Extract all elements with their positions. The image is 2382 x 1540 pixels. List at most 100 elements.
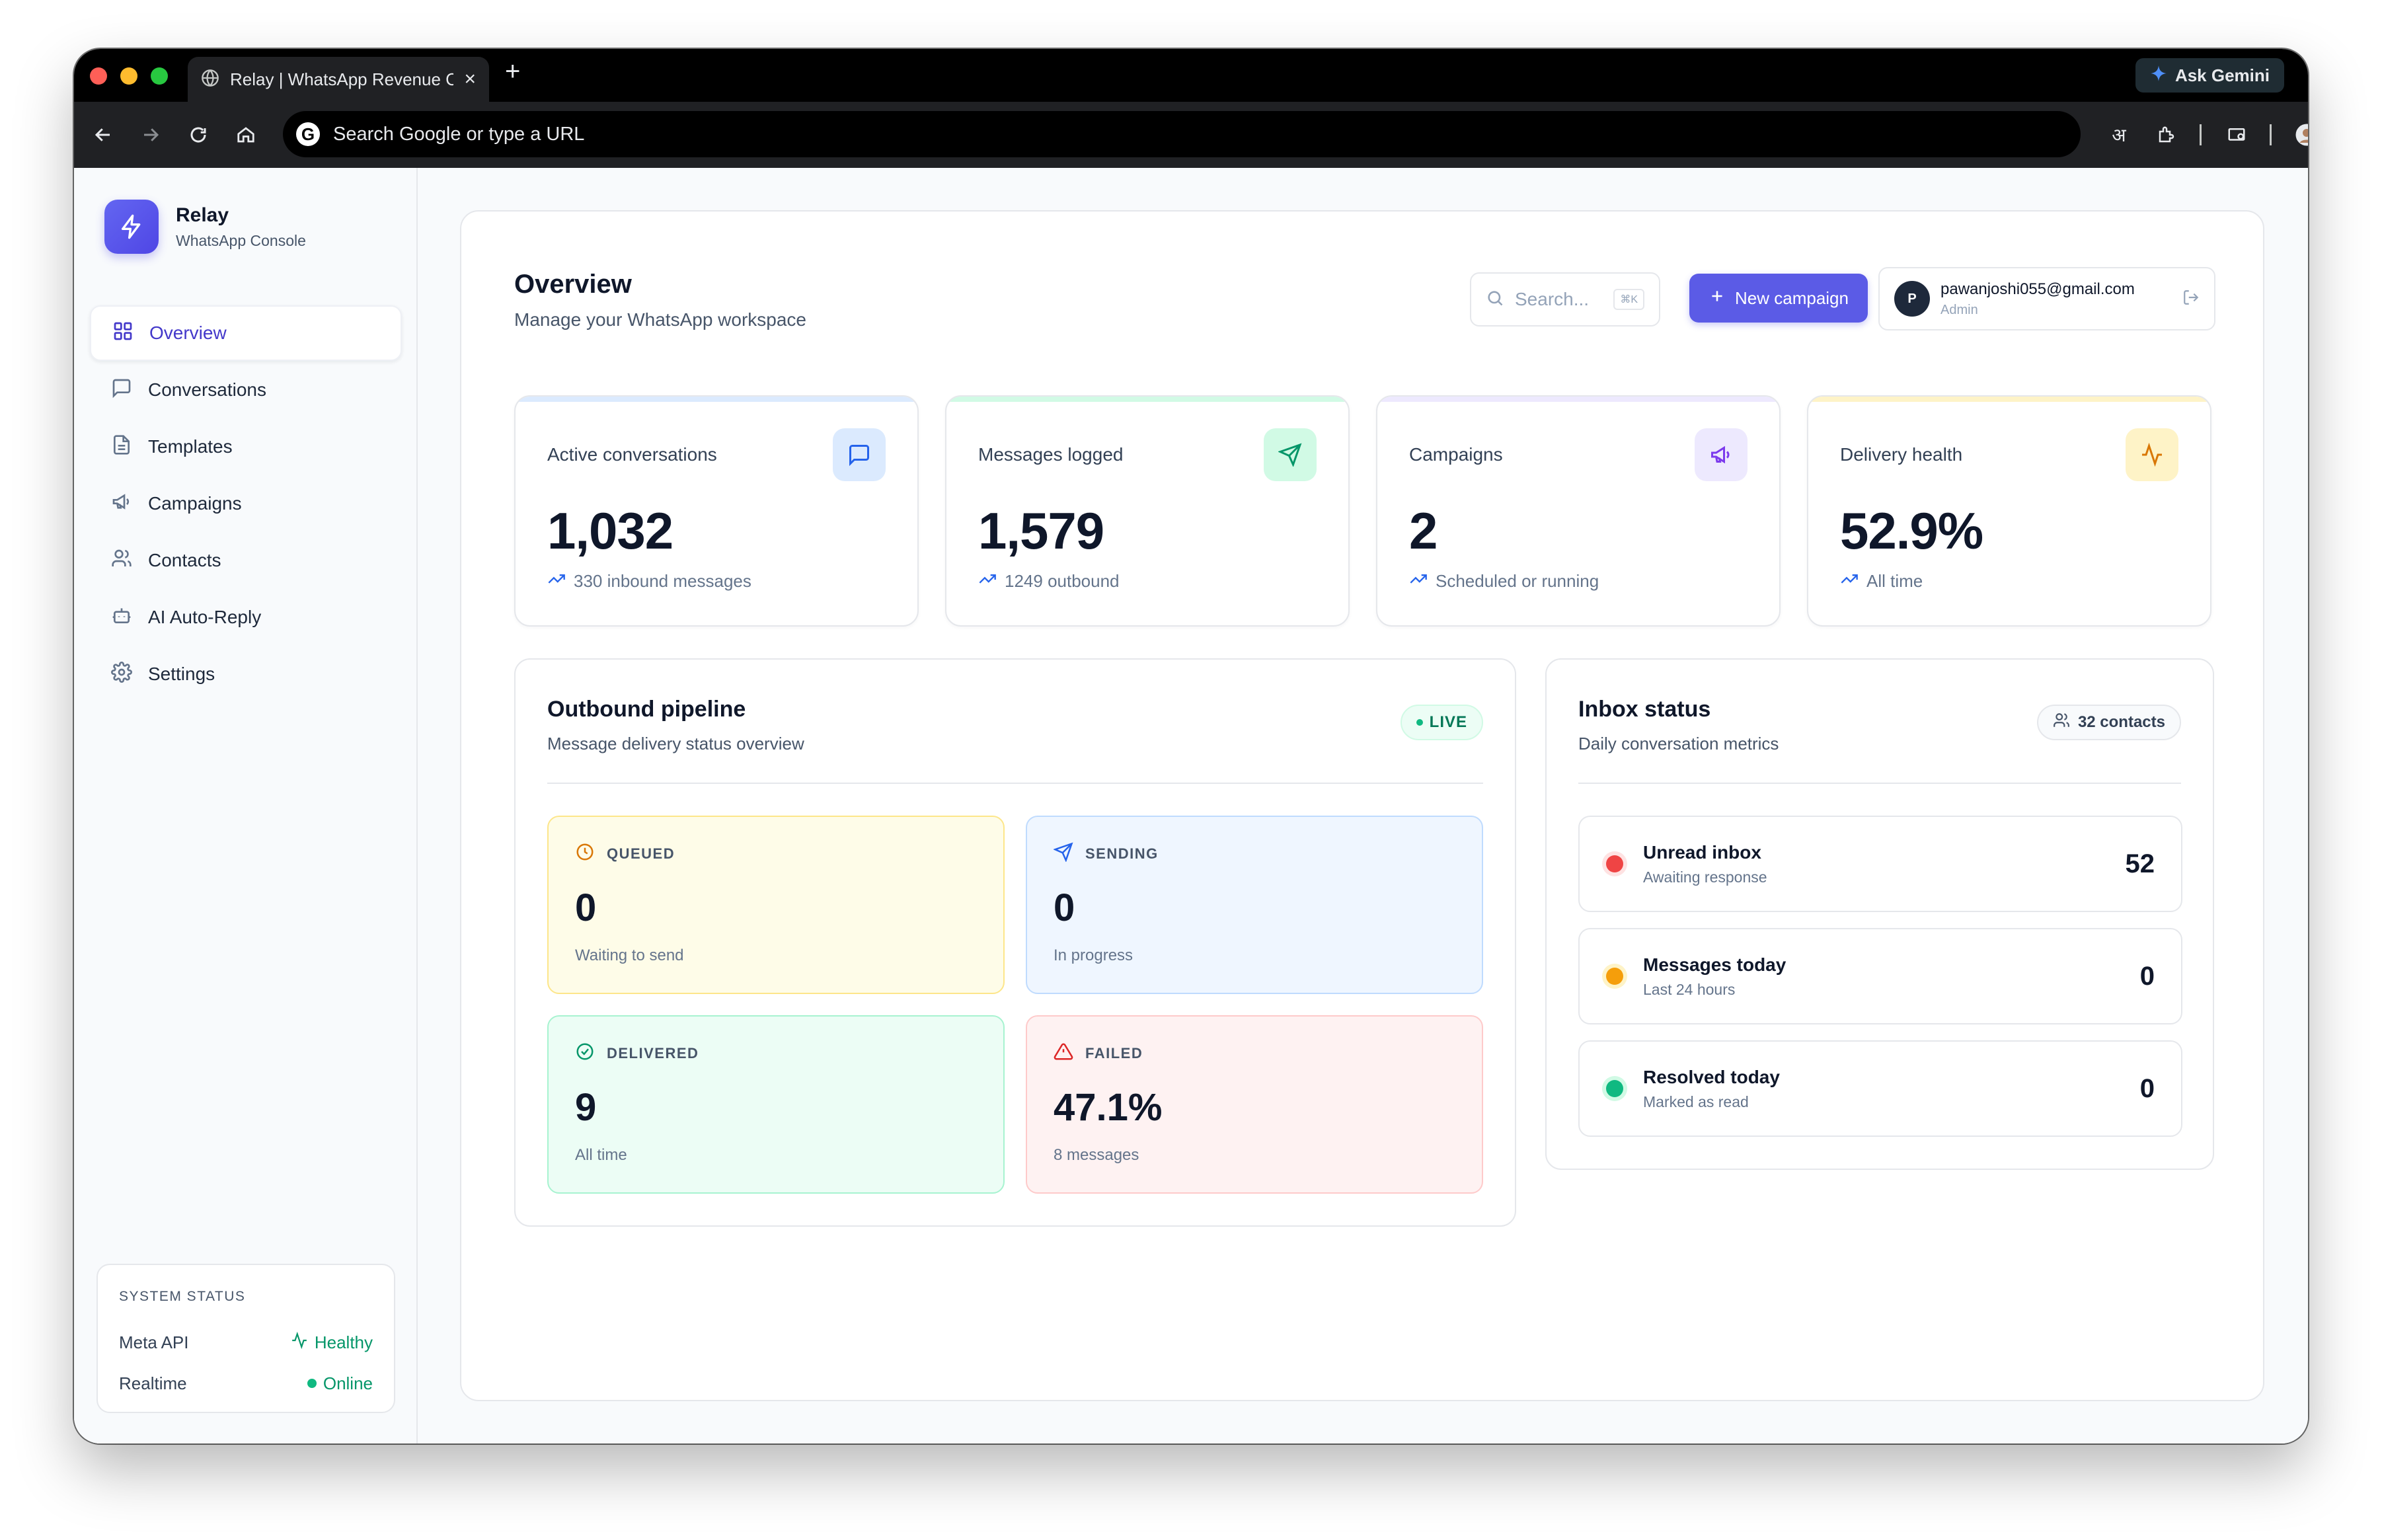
forward-button[interactable] bbox=[137, 122, 164, 148]
inbox-status-panel: Inbox status Daily conversation metrics … bbox=[1545, 658, 2214, 1170]
status-value: Online bbox=[307, 1373, 373, 1394]
file-text-icon bbox=[111, 434, 132, 460]
ask-gemini-button[interactable]: Ask Gemini bbox=[2135, 58, 2284, 93]
address-bar[interactable]: G Search Google or type a URL bbox=[283, 111, 2081, 157]
pipeline-tile-failed: FAILED 47.1% 8 messages bbox=[1026, 1015, 1483, 1194]
system-status-title: SYSTEM STATUS bbox=[119, 1289, 246, 1304]
page-title: Overview bbox=[514, 270, 632, 299]
brand[interactable]: Relay WhatsApp Console bbox=[104, 200, 306, 254]
cast-icon[interactable] bbox=[2223, 122, 2250, 148]
tile-subtext: 8 messages bbox=[1054, 1146, 1139, 1164]
home-button[interactable] bbox=[233, 122, 259, 148]
extensions-icon[interactable] bbox=[2153, 122, 2180, 148]
megaphone-icon bbox=[111, 491, 132, 517]
inbox-row-value: 52 bbox=[2125, 849, 2155, 878]
bot-icon bbox=[111, 605, 132, 631]
profile-avatar-icon[interactable] bbox=[2293, 122, 2308, 148]
stat-subtext-label: All time bbox=[1866, 571, 1923, 591]
stat-card-delivery-health: Delivery health 52.9% All time bbox=[1807, 395, 2211, 627]
tile-header: QUEUED bbox=[575, 842, 675, 866]
sidebar-item-campaigns[interactable]: Campaigns bbox=[90, 476, 402, 531]
divider bbox=[547, 783, 1483, 784]
panel-subtitle: Daily conversation metrics bbox=[1578, 734, 1779, 753]
grid-icon bbox=[112, 321, 134, 346]
inbox-row-resolved-today[interactable]: Resolved today Marked as read 0 bbox=[1578, 1040, 2182, 1137]
tile-header: SENDING bbox=[1053, 842, 1159, 866]
sidebar-item-label: Contacts bbox=[148, 550, 221, 570]
maximize-window-button[interactable] bbox=[151, 67, 168, 85]
user-menu[interactable]: P pawanjoshi055@gmail.com Admin bbox=[1878, 267, 2215, 330]
sidebar-item-conversations[interactable]: Conversations bbox=[90, 362, 402, 418]
sidebar-item-label: AI Auto-Reply bbox=[148, 607, 262, 627]
check-circle-icon bbox=[575, 1042, 595, 1065]
megaphone-icon bbox=[1695, 428, 1748, 481]
toolbar-divider bbox=[2200, 124, 2202, 145]
sidebar: Relay WhatsApp Console Overview Conversa… bbox=[74, 168, 418, 1444]
page-subtitle: Manage your WhatsApp workspace bbox=[514, 309, 806, 330]
outbound-pipeline-panel: Outbound pipeline Message delivery statu… bbox=[514, 658, 1516, 1227]
close-window-button[interactable] bbox=[90, 67, 107, 85]
sidebar-item-settings[interactable]: Settings bbox=[90, 646, 402, 702]
sidebar-item-overview[interactable]: Overview bbox=[90, 305, 402, 361]
live-badge-label: LIVE bbox=[1429, 713, 1467, 731]
globe-icon bbox=[201, 69, 219, 91]
stat-label: Campaigns bbox=[1409, 444, 1503, 465]
tile-subtext: In progress bbox=[1054, 946, 1133, 964]
inbox-row-subtitle: Marked as read bbox=[1643, 1093, 1749, 1110]
inbox-row-unread[interactable]: Unread inbox Awaiting response 52 bbox=[1578, 816, 2182, 912]
trending-up-icon bbox=[978, 570, 997, 593]
sidebar-item-label: Campaigns bbox=[148, 493, 242, 514]
sidebar-item-label: Conversations bbox=[148, 379, 266, 400]
users-icon bbox=[111, 548, 132, 574]
tile-label: DELIVERED bbox=[607, 1045, 699, 1061]
tile-header: DELIVERED bbox=[575, 1042, 699, 1065]
stat-subtext: Scheduled or running bbox=[1409, 570, 1599, 593]
stat-subtext: 1249 outbound bbox=[978, 570, 1120, 593]
logout-icon[interactable] bbox=[2182, 289, 2200, 309]
new-campaign-button[interactable]: New campaign bbox=[1689, 274, 1868, 323]
stat-value: 1,579 bbox=[978, 502, 1104, 560]
sidebar-nav: Overview Conversations Templates Campaig… bbox=[90, 305, 402, 703]
inbox-row-value: 0 bbox=[2139, 961, 2155, 991]
new-campaign-label: New campaign bbox=[1735, 288, 1849, 308]
stat-subtext-label: 1249 outbound bbox=[1005, 571, 1120, 591]
close-tab-icon[interactable]: × bbox=[464, 68, 476, 90]
sidebar-item-label: Overview bbox=[149, 323, 227, 343]
tile-subtext: Waiting to send bbox=[575, 946, 684, 964]
stat-card-campaigns: Campaigns 2 Scheduled or running bbox=[1376, 395, 1781, 627]
tile-header: FAILED bbox=[1054, 1042, 1143, 1065]
contacts-badge[interactable]: 32 contacts bbox=[2036, 705, 2181, 740]
tile-value: 9 bbox=[575, 1086, 597, 1129]
status-key: Realtime bbox=[119, 1373, 187, 1393]
inbox-row-messages-today[interactable]: Messages today Last 24 hours 0 bbox=[1578, 928, 2182, 1024]
plus-icon bbox=[1709, 288, 1726, 309]
back-button[interactable] bbox=[90, 122, 116, 148]
sparkle-icon bbox=[2150, 65, 2167, 87]
search-icon bbox=[1486, 289, 1504, 311]
stat-subtext: 330 inbound messages bbox=[547, 570, 751, 593]
stat-label: Messages logged bbox=[978, 444, 1124, 465]
stat-card-active-conversations: Active conversations 1,032 330 inbound m… bbox=[514, 395, 919, 627]
tile-label: SENDING bbox=[1085, 845, 1159, 862]
minimize-window-button[interactable] bbox=[120, 67, 137, 85]
new-tab-button[interactable]: + bbox=[505, 57, 521, 86]
panel-subtitle: Message delivery status overview bbox=[547, 734, 804, 753]
search-input[interactable]: Search... ⌘K bbox=[1470, 272, 1660, 327]
sidebar-item-templates[interactable]: Templates bbox=[90, 419, 402, 475]
sidebar-item-contacts[interactable]: Contacts bbox=[90, 533, 402, 588]
browser-tab[interactable]: Relay | WhatsApp Revenue Co × bbox=[188, 57, 489, 102]
stat-subtext: All time bbox=[1840, 570, 1923, 593]
reload-button[interactable] bbox=[185, 122, 211, 148]
lightning-icon bbox=[104, 200, 159, 254]
browser-toolbar: G Search Google or type a URL अ bbox=[74, 102, 2308, 168]
translate-icon[interactable]: अ bbox=[2112, 125, 2126, 145]
main-content: Overview Manage your WhatsApp workspace … bbox=[460, 210, 2264, 1401]
sidebar-item-ai-auto-reply[interactable]: AI Auto-Reply bbox=[90, 590, 402, 645]
inbox-row-text: Messages today Last 24 hours bbox=[1643, 954, 2140, 999]
send-icon bbox=[1264, 428, 1317, 481]
status-dot-icon bbox=[1606, 1080, 1623, 1097]
panel-title: Inbox status bbox=[1578, 697, 1711, 722]
stat-subtext-label: 330 inbound messages bbox=[574, 571, 751, 591]
tile-subtext: All time bbox=[575, 1146, 627, 1164]
shortcut-hint: ⌘K bbox=[1613, 289, 1644, 310]
